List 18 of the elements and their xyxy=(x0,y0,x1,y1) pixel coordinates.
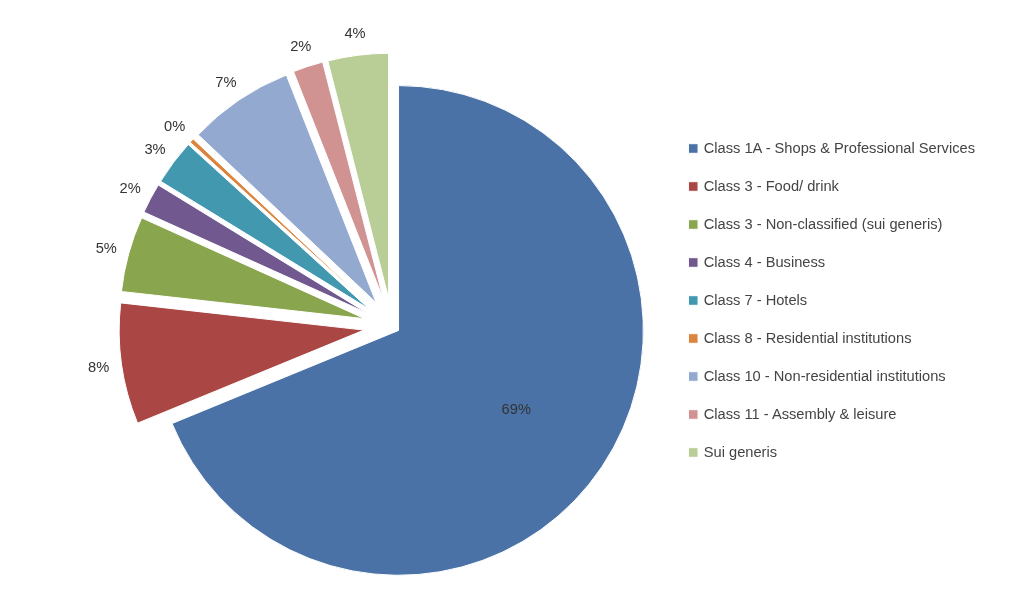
data-label: 2% xyxy=(119,180,141,197)
data-label: 0% xyxy=(164,117,186,134)
legend-label: Class 4 - Business xyxy=(703,254,826,270)
data-label: 5% xyxy=(95,240,117,257)
legend-label: Class 11 - Assembly & leisure xyxy=(703,406,897,422)
data-label: 8% xyxy=(87,359,110,376)
legend-label: Sui generis xyxy=(703,444,778,460)
legend-label: Class 1A - Shops & Professional Services xyxy=(703,140,975,156)
data-label: 3% xyxy=(144,141,166,158)
data-label: 4% xyxy=(344,25,366,42)
legend-label: Class 7 - Hotels xyxy=(703,292,808,308)
legend-label: Class 3 - Non-classified (sui generis) xyxy=(703,216,943,232)
legend-label: Class 10 - Non-residential institutions xyxy=(703,368,946,384)
data-label: 2% xyxy=(290,37,312,54)
data-label: 7% xyxy=(215,73,237,90)
data-label: 69% xyxy=(501,400,531,417)
legend-label: Class 3 - Food/ drink xyxy=(703,178,839,194)
legend-label: Class 8 - Residential institutions xyxy=(703,330,912,346)
